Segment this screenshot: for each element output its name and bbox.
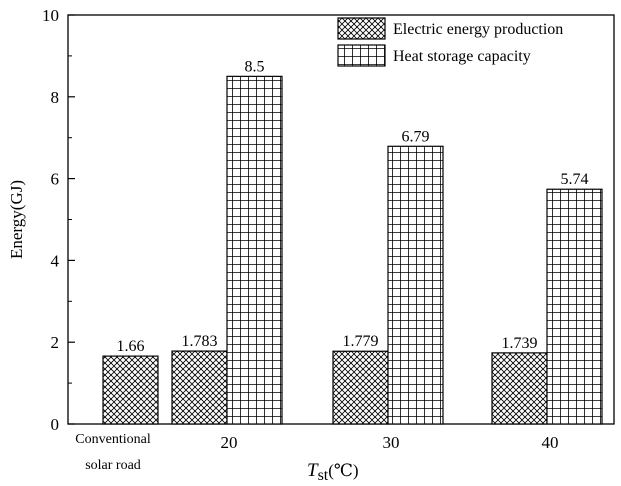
legend-label: Heat storage capacity (393, 48, 531, 65)
x-axis-label-symbol: T (307, 460, 319, 481)
x-tick-label: 20 (221, 433, 238, 452)
legend-swatch-electric (337, 17, 386, 40)
x-tick-label: 30 (383, 433, 400, 452)
bar-electric (102, 355, 159, 425)
y-tick-label: 0 (51, 415, 60, 434)
y-axis-label: Energy(GJ) (7, 180, 26, 259)
bar-electric (332, 350, 389, 425)
data-label: 8.5 (245, 58, 265, 75)
x-tick-label: solar road (85, 458, 141, 473)
y-tick-label: 6 (51, 170, 60, 189)
y-tick-label: 10 (42, 6, 59, 25)
bar-heat (546, 188, 603, 425)
x-tick-label: 40 (542, 433, 559, 452)
data-label: 1.779 (343, 333, 379, 350)
y-tick-label: 8 (51, 88, 60, 107)
data-label: 5.74 (561, 171, 589, 188)
bar-heat (226, 75, 283, 425)
x-axis-label-subscript: st (318, 467, 329, 484)
data-label: 1.66 (117, 338, 145, 355)
data-label: 6.79 (402, 128, 430, 145)
x-axis-label-unit: (℃) (328, 461, 358, 480)
data-label: 1.783 (182, 333, 218, 350)
legend-swatch-heat (337, 44, 386, 67)
legend-label: Electric energy production (393, 21, 563, 38)
bar-electric (171, 350, 228, 425)
x-axis-label: Tst(℃) (307, 460, 359, 484)
y-tick-label: 4 (51, 251, 60, 270)
y-tick-label: 2 (51, 333, 60, 352)
bar-heat (387, 145, 444, 425)
x-tick-label: Conventional (75, 432, 151, 447)
data-label: 1.739 (502, 335, 538, 352)
bar-electric (491, 352, 548, 425)
